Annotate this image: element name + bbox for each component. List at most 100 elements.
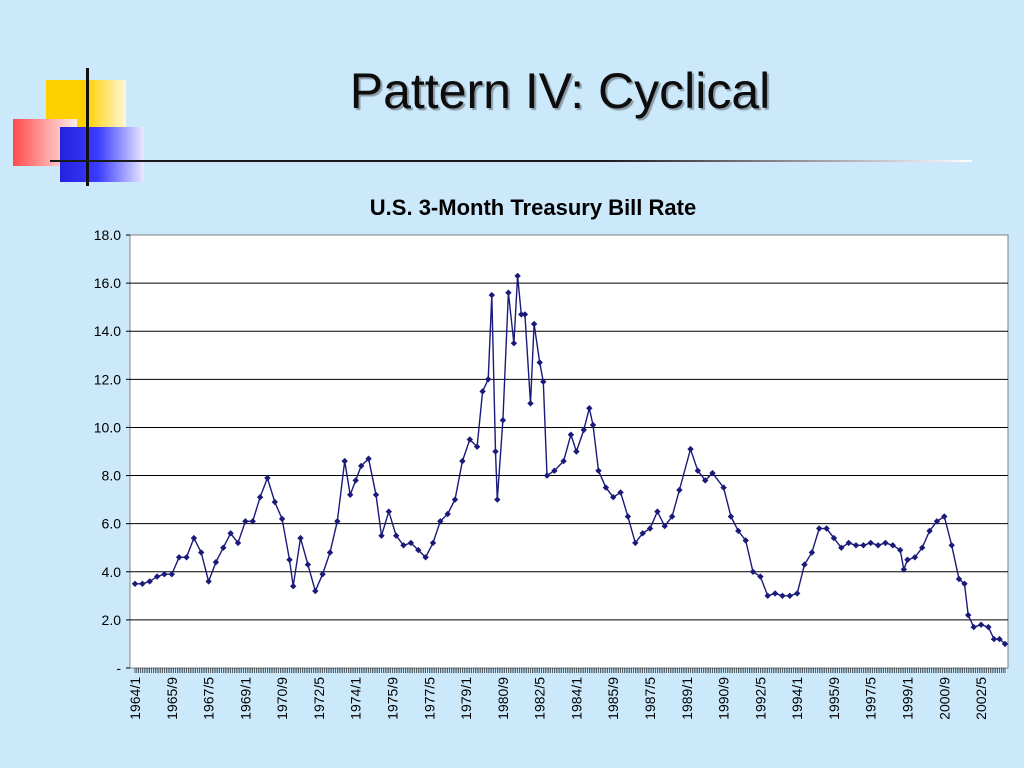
data-point xyxy=(473,443,481,450)
data-point xyxy=(889,542,896,549)
data-point xyxy=(830,534,838,542)
data-point xyxy=(709,469,716,477)
data-point xyxy=(264,474,271,482)
x-tick-label: 1987/5 xyxy=(642,677,658,720)
data-point xyxy=(632,539,639,547)
chart-title: U.S. 3-Month Treasury Bill Rate xyxy=(370,195,696,220)
x-tick-label: 1964/1 xyxy=(127,677,143,720)
data-point xyxy=(183,554,190,561)
data-point xyxy=(786,592,793,599)
data-point xyxy=(845,539,852,547)
data-point xyxy=(540,378,547,385)
data-point xyxy=(249,518,256,525)
data-point xyxy=(536,359,543,366)
x-tick-label: 1990/9 xyxy=(716,677,732,720)
data-point xyxy=(131,580,139,587)
data-point xyxy=(479,388,486,395)
data-point xyxy=(586,405,593,412)
data-point xyxy=(702,477,709,484)
data-point xyxy=(749,568,757,575)
data-point xyxy=(742,537,749,544)
data-point xyxy=(771,590,779,597)
title-underline xyxy=(50,160,972,162)
data-point xyxy=(437,518,444,525)
data-point xyxy=(646,525,654,532)
data-point xyxy=(347,491,354,498)
data-point xyxy=(573,448,580,455)
data-point xyxy=(965,611,972,619)
decor-vertical-line xyxy=(86,68,89,186)
x-tick-label: 1965/9 xyxy=(164,677,180,720)
data-point xyxy=(794,590,801,597)
y-tick-label: - xyxy=(116,660,121,676)
data-point xyxy=(735,527,742,535)
data-point xyxy=(290,583,297,590)
data-point xyxy=(589,421,597,429)
data-point xyxy=(358,462,365,470)
data-point xyxy=(466,436,473,443)
decor-blue-square xyxy=(60,127,144,182)
x-tick-label: 1989/1 xyxy=(679,677,695,720)
data-point xyxy=(617,489,624,496)
x-tick-label: 1979/1 xyxy=(458,677,474,720)
data-point xyxy=(610,494,617,501)
data-point xyxy=(900,566,907,573)
data-point xyxy=(897,546,904,554)
data-point xyxy=(551,467,558,474)
data-point xyxy=(407,539,415,547)
data-point xyxy=(823,525,830,532)
x-tick-label: 1969/1 xyxy=(237,677,253,720)
data-point xyxy=(492,448,499,455)
x-tick-label: 1985/9 xyxy=(605,677,621,720)
data-point xyxy=(882,539,889,547)
data-point xyxy=(639,530,646,537)
data-point xyxy=(990,635,998,643)
data-point xyxy=(312,587,319,595)
data-point xyxy=(297,534,304,542)
data-point xyxy=(510,340,518,347)
data-point xyxy=(970,623,977,631)
data-point xyxy=(580,426,587,434)
data-point xyxy=(955,575,963,583)
data-point xyxy=(175,554,183,561)
y-tick-label: 6.0 xyxy=(102,516,122,532)
data-point xyxy=(661,522,668,530)
data-point xyxy=(852,542,860,549)
data-point xyxy=(874,542,882,549)
data-point xyxy=(415,546,422,554)
data-point xyxy=(624,513,632,520)
data-point xyxy=(543,472,551,479)
data-point xyxy=(198,549,205,556)
data-point xyxy=(153,573,161,580)
data-point xyxy=(488,291,495,299)
y-tick-label: 4.0 xyxy=(102,564,122,580)
x-tick-label: 1992/5 xyxy=(752,677,768,720)
data-point xyxy=(933,518,941,525)
data-point xyxy=(444,510,451,518)
data-point xyxy=(139,580,146,587)
data-point xyxy=(985,623,992,631)
data-point xyxy=(499,417,507,424)
data-point xyxy=(146,578,153,585)
data-point xyxy=(779,592,786,599)
x-tick-label: 1999/1 xyxy=(900,677,916,720)
data-point xyxy=(494,496,501,503)
data-point xyxy=(271,498,278,506)
data-point xyxy=(926,527,933,535)
data-point xyxy=(256,494,264,501)
x-tick-label: 1974/1 xyxy=(348,677,364,720)
data-point xyxy=(801,561,808,568)
data-point xyxy=(948,542,955,549)
data-point xyxy=(319,571,326,578)
data-point xyxy=(602,484,610,491)
data-point xyxy=(514,272,521,280)
x-tick-label: 1967/5 xyxy=(201,677,217,720)
data-point xyxy=(694,467,701,474)
data-point xyxy=(595,467,602,474)
data-point xyxy=(560,457,567,465)
x-tick-label: 1984/1 xyxy=(568,677,584,720)
data-point xyxy=(451,496,459,503)
data-point xyxy=(720,484,727,491)
data-point xyxy=(505,289,512,296)
data-point xyxy=(422,554,429,561)
